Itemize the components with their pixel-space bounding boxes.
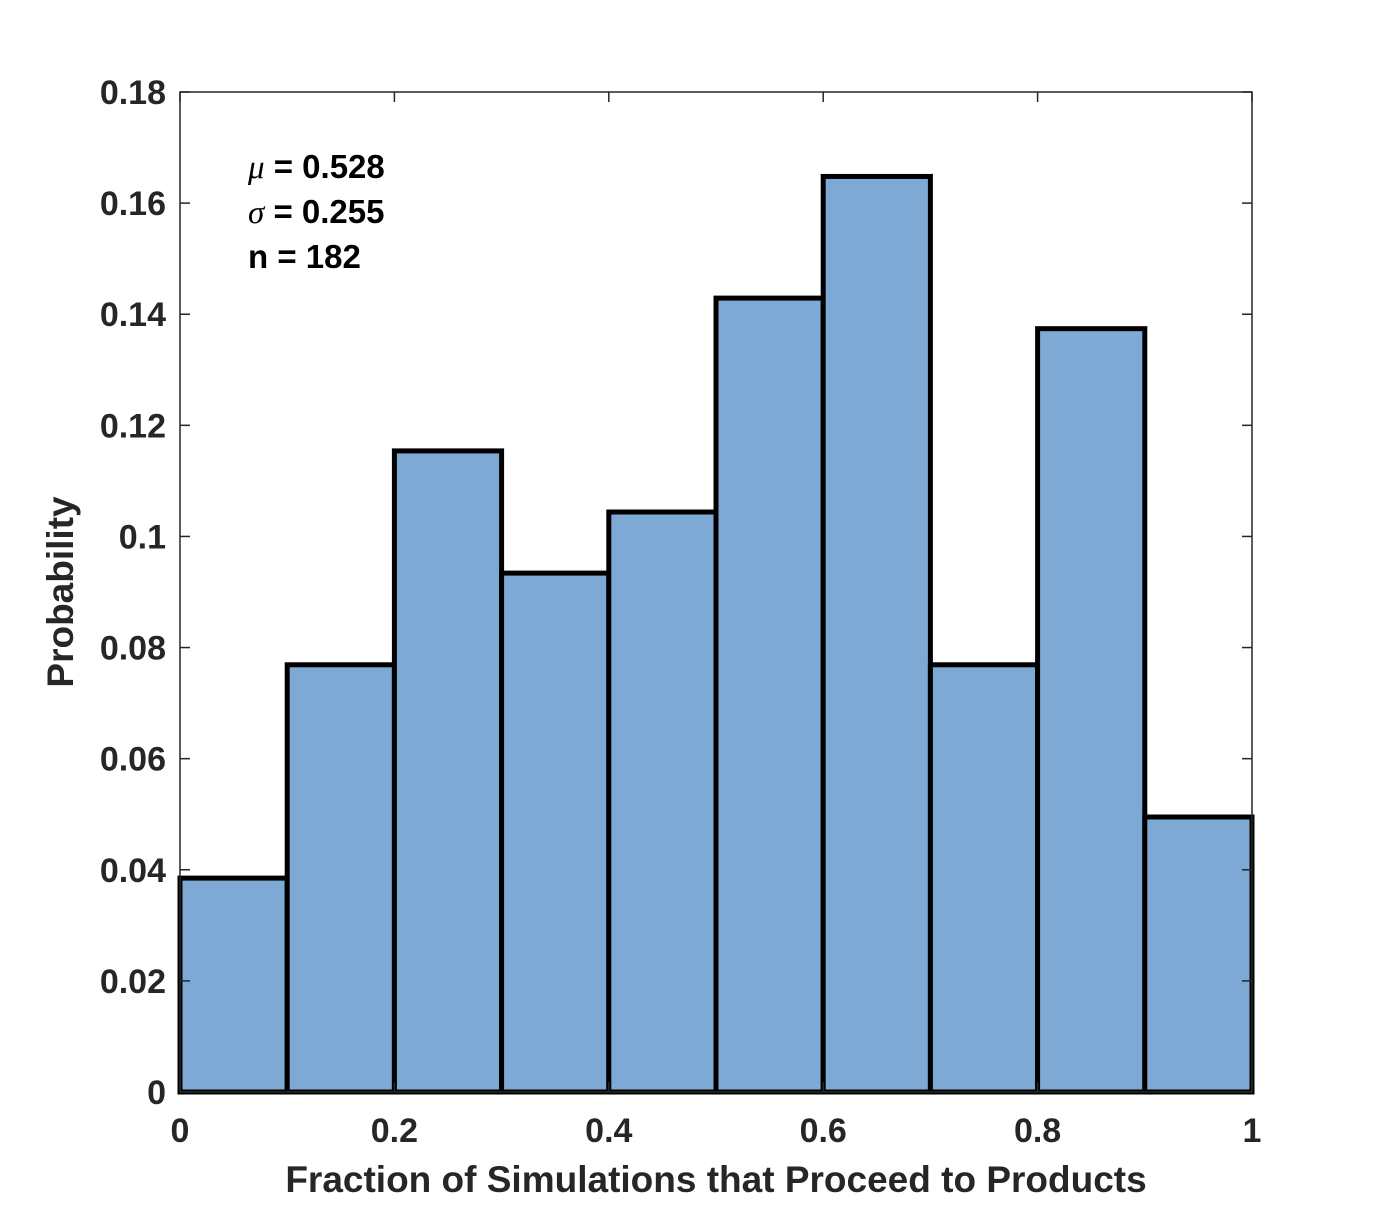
y-tick-label: 0.02	[100, 963, 166, 1001]
histogram-bar	[606, 509, 719, 1095]
x-tick-label: 1	[1243, 1112, 1262, 1150]
x-axis-title: Fraction of Simulations that Proceed to …	[285, 1159, 1146, 1200]
stat-symbol: μ	[247, 150, 265, 186]
y-tick-label: 0.04	[100, 852, 166, 890]
stat-line: μ = 0.528	[247, 148, 385, 186]
y-tick-label: 0.08	[100, 630, 166, 668]
statistics-annotation: μ = 0.528 σ = 0.255 n = 182	[247, 148, 385, 275]
x-tick-label: 0.2	[371, 1112, 418, 1150]
stat-value: = 0.528	[265, 148, 385, 185]
x-tick-label: 0.4	[585, 1112, 632, 1150]
stat-line: n = 182	[248, 238, 361, 275]
y-tick-label: 0.12	[100, 407, 166, 445]
histogram-bar	[713, 295, 826, 1095]
histogram-bar	[1142, 814, 1255, 1095]
x-tick-label: 0.6	[800, 1112, 847, 1150]
x-tick-label: 0.8	[1014, 1112, 1061, 1150]
y-tick-label: 0.14	[100, 296, 166, 334]
histogram-bar	[1035, 326, 1148, 1095]
histogram-bar	[820, 173, 933, 1095]
stat-value: n = 182	[248, 238, 361, 275]
histogram-bar	[927, 662, 1041, 1095]
histogram-bar	[177, 875, 290, 1095]
histogram-bar	[284, 662, 397, 1095]
y-axis-title: Probability	[40, 496, 81, 688]
axes-layer	[179, 91, 1253, 1093]
y-tick-label: 0.1	[119, 518, 166, 556]
stat-value: = 0.255	[264, 193, 384, 230]
y-tick-label: 0	[147, 1074, 166, 1112]
stat-symbol: σ	[248, 195, 266, 231]
y-tick-label: 0.06	[100, 741, 166, 779]
axes-box	[179, 91, 1253, 1093]
stat-line: σ = 0.255	[248, 193, 384, 231]
bars-layer	[177, 173, 1255, 1095]
y-tick-label: 0.18	[100, 74, 166, 112]
histogram-bar	[391, 448, 505, 1095]
labels-layer: 0 0.2 0.4 0.6 0.8 1 0 0.02 0.04 0.06 0.08 0.1 0.12 0.…	[40, 74, 1261, 1200]
histogram-bar	[499, 570, 612, 1095]
y-tick-label: 0.16	[100, 185, 166, 223]
x-tick-label: 0	[171, 1112, 190, 1150]
